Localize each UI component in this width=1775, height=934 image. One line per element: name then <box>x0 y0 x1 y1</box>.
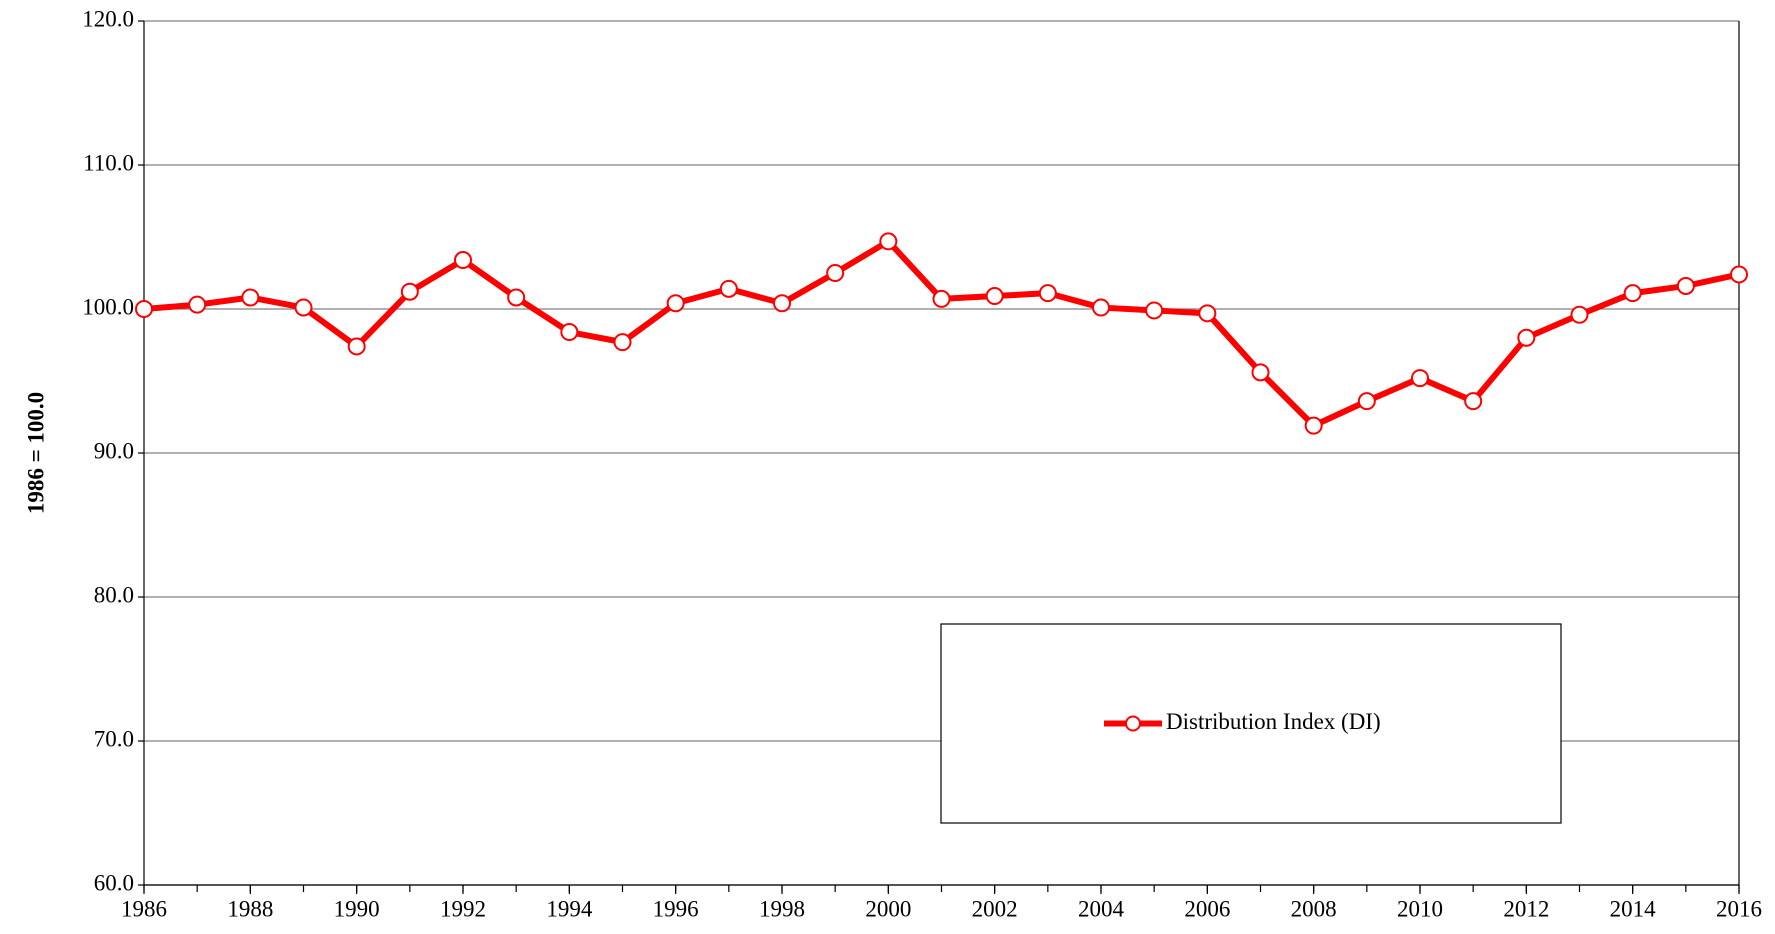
data-point <box>1304 416 1323 435</box>
data-point <box>1676 276 1695 295</box>
y-tick-label: 90.0 <box>94 438 134 463</box>
x-tick-label: 1992 <box>440 896 486 921</box>
data-point <box>666 294 685 313</box>
data-point <box>1038 284 1057 303</box>
data-point <box>1517 328 1536 347</box>
data-point <box>1570 305 1589 324</box>
x-tick-label: 2006 <box>1184 896 1230 921</box>
y-tick-label: 80.0 <box>94 582 134 607</box>
x-tick-label: 1994 <box>546 896 593 921</box>
x-tick-label: 1996 <box>653 896 699 921</box>
data-point <box>507 288 526 307</box>
x-tick-label: 2008 <box>1291 896 1337 921</box>
data-point <box>826 264 845 282</box>
data-point <box>613 333 632 352</box>
data-point <box>188 295 207 314</box>
data-point <box>400 282 419 301</box>
data-point <box>1411 369 1429 388</box>
data-point <box>1198 304 1217 323</box>
legend-box <box>940 623 1562 824</box>
data-point <box>1092 298 1110 317</box>
data-point <box>985 287 1004 306</box>
x-tick-label: 2000 <box>865 896 911 921</box>
data-point <box>1357 392 1376 411</box>
data-point <box>1464 392 1483 411</box>
data-point <box>135 300 153 318</box>
x-tick-label: 1990 <box>334 896 380 921</box>
data-point <box>560 323 579 342</box>
x-tick-label: 2002 <box>972 896 1018 921</box>
y-tick-label: 70.0 <box>94 726 134 751</box>
data-point <box>719 279 738 298</box>
x-tick-label: 2010 <box>1397 896 1443 921</box>
y-tick-label: 110.0 <box>83 150 134 175</box>
legend-marker <box>1125 715 1141 732</box>
x-tick-label: 1986 <box>121 896 167 921</box>
data-point <box>241 288 260 307</box>
x-tick-label: 2016 <box>1716 896 1762 921</box>
data-point <box>294 298 313 317</box>
y-tick-label: 120.0 <box>82 6 134 31</box>
y-tick-label: 100.0 <box>82 294 134 319</box>
data-point <box>879 232 898 251</box>
data-point <box>773 294 791 313</box>
x-tick-label: 2004 <box>1078 896 1125 921</box>
data-point <box>1623 284 1642 303</box>
legend-label: Distribution Index (DI) <box>1166 709 1381 734</box>
data-point <box>932 289 951 308</box>
x-tick-label: 1998 <box>759 896 805 921</box>
data-point <box>1145 301 1164 320</box>
data-point <box>347 337 366 356</box>
y-tick-label: 60.0 <box>94 870 134 895</box>
y-axis-label: 1986 = 100.0 <box>23 392 48 514</box>
x-tick-label: 2014 <box>1610 896 1657 921</box>
data-point <box>454 251 472 270</box>
x-tick-label: 2012 <box>1503 896 1549 921</box>
data-point <box>1730 265 1748 284</box>
x-tick-label: 1988 <box>227 896 273 921</box>
data-point <box>1251 363 1270 382</box>
data-line <box>143 238 1740 429</box>
